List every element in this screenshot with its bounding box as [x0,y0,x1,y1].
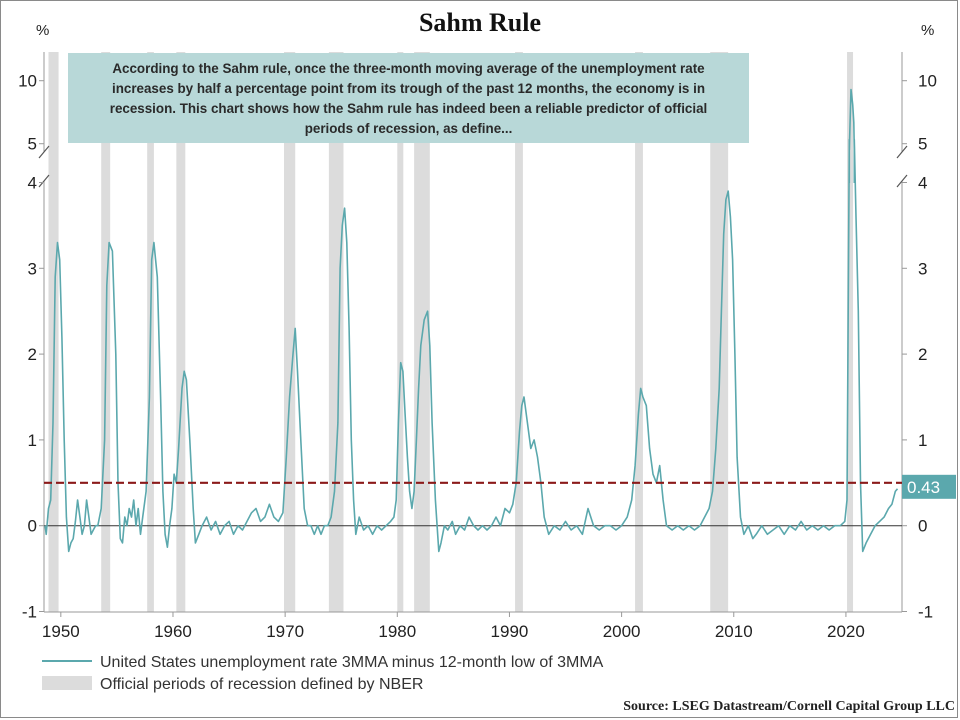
recession-band [635,52,643,612]
annotation-box: According to the Sahm rule, once the thr… [68,53,749,143]
y-tick-label-left: 1 [28,431,37,450]
y-tick-label-right: 2 [918,345,927,364]
y-tick-label-right: 1 [918,431,927,450]
recession-band [847,52,854,612]
y-tick-label-right: 0 [918,517,927,536]
legend-recession-swatch [42,676,92,690]
axis-break-mark [896,145,908,159]
y-unit-label-right: % [921,22,934,39]
recession-band [176,52,186,612]
y-tick-label-right: 4 [918,174,927,193]
x-tick-label: 1960 [154,622,192,641]
legend: United States unemployment rate 3MMA min… [42,654,604,693]
x-tick-label: 2020 [827,622,865,641]
y-tick-label-right: 5 [918,135,927,154]
x-tick-label: 1950 [42,622,80,641]
series-lines [44,88,899,553]
y-tick-label-left: 2 [28,345,37,364]
axis-break-mark [896,174,908,188]
x-tick-label: 1980 [378,622,416,641]
recession-band [284,52,296,612]
x-tick-label: 2010 [715,622,753,641]
last-value-label: 0.43 [907,478,940,497]
y-tick-label-left: -1 [22,603,37,622]
x-tick-label: 1970 [266,622,304,641]
y-tick-label-right: -1 [918,603,933,622]
y-tick-label-left: 5 [28,135,37,154]
y-tick-label-left: 10 [18,72,37,91]
recession-band [48,52,59,612]
recession-band [515,52,523,612]
y-tick-label-left: 0 [28,517,37,536]
axis-break-mark [38,145,50,159]
x-tick-label: 2000 [603,622,641,641]
chart-title: Sahm Rule [419,8,541,37]
y-tick-label-right: 10 [918,72,937,91]
series-line [853,138,899,553]
y-tick-label-left: 3 [28,259,37,278]
last-value-badge: 0.43 [902,474,956,499]
legend-label-recession: Official periods of recession defined by… [100,676,423,693]
source-note: Source: LSEG Datastream/Cornell Capital … [623,699,955,714]
x-tick-label: 1990 [491,622,529,641]
series-line [848,88,856,151]
recession-band [397,52,404,612]
y-tick-label-right: 3 [918,259,927,278]
y-unit-label-left: % [36,22,49,39]
series-line [44,138,851,553]
legend-label-series: United States unemployment rate 3MMA min… [100,654,604,671]
y-tick-label-left: 4 [28,174,37,193]
last-value-background [902,474,956,499]
recession-band [328,52,344,612]
axis-break-mark [38,174,50,188]
